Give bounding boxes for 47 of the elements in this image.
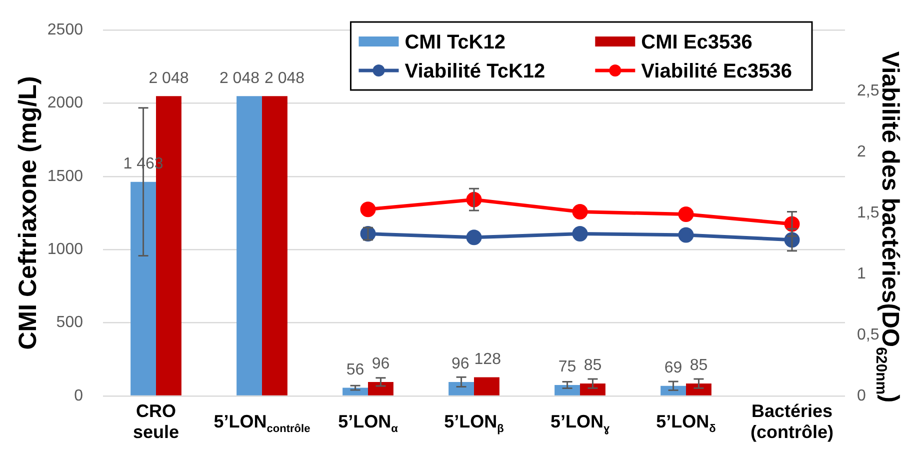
point <box>466 230 482 246</box>
data-label: 128 <box>474 350 502 368</box>
bar <box>580 384 606 396</box>
y2-tick-label: 0 <box>857 387 866 404</box>
y2-tick-label: 2 <box>857 143 866 160</box>
y-tick-label: 2000 <box>47 94 84 112</box>
y-tick-label: 1500 <box>47 168 84 185</box>
data-label: 85 <box>584 357 602 374</box>
data-label: 69 <box>664 360 682 376</box>
data-label: 2 048 <box>264 70 305 87</box>
data-label: 96 <box>372 356 390 373</box>
y-tick-label: 500 <box>56 314 84 332</box>
y-axis-title: CMI Ceftriaxone (mg/L) <box>14 76 42 350</box>
bar <box>368 382 394 396</box>
bar <box>130 182 156 396</box>
y-tick-label: 0 <box>74 387 84 404</box>
y2-tick-label: 1 <box>857 265 866 282</box>
data-label: 2 048 <box>148 70 189 87</box>
bar <box>686 384 712 396</box>
point <box>572 226 588 242</box>
legend-label: Viabilité TcK12 <box>404 60 546 82</box>
y2-tick-label: 0,5 <box>857 326 880 344</box>
bar <box>554 385 580 396</box>
bar <box>474 377 500 396</box>
data-label: 75 <box>558 358 576 376</box>
data-label: 56 <box>346 361 364 378</box>
data-label: 96 <box>451 356 470 373</box>
x-tick-label: Bactéries (contrôle) <box>750 400 834 442</box>
point <box>678 227 694 243</box>
point <box>360 202 376 218</box>
bar <box>448 382 474 396</box>
legend-label: CMI TcK12 <box>404 32 506 54</box>
data-label: 85 <box>690 357 708 374</box>
point <box>678 206 694 222</box>
data-label: 2 048 <box>219 70 260 87</box>
y2-tick-label: 2,5 <box>857 82 880 100</box>
x-tick-label: CRO seule <box>132 400 180 442</box>
y-tick-label: 1000 <box>47 241 84 258</box>
bar <box>236 96 262 396</box>
legend-label: Viabilité Ec3536 <box>641 60 792 82</box>
y2-tick-label: 1,5 <box>857 204 880 222</box>
point <box>572 204 588 220</box>
bar <box>660 386 686 396</box>
y-tick-label: 2500 <box>47 21 84 38</box>
bar <box>262 96 288 396</box>
legend-label: CMI Ec3536 <box>641 32 752 54</box>
bar <box>342 388 368 396</box>
